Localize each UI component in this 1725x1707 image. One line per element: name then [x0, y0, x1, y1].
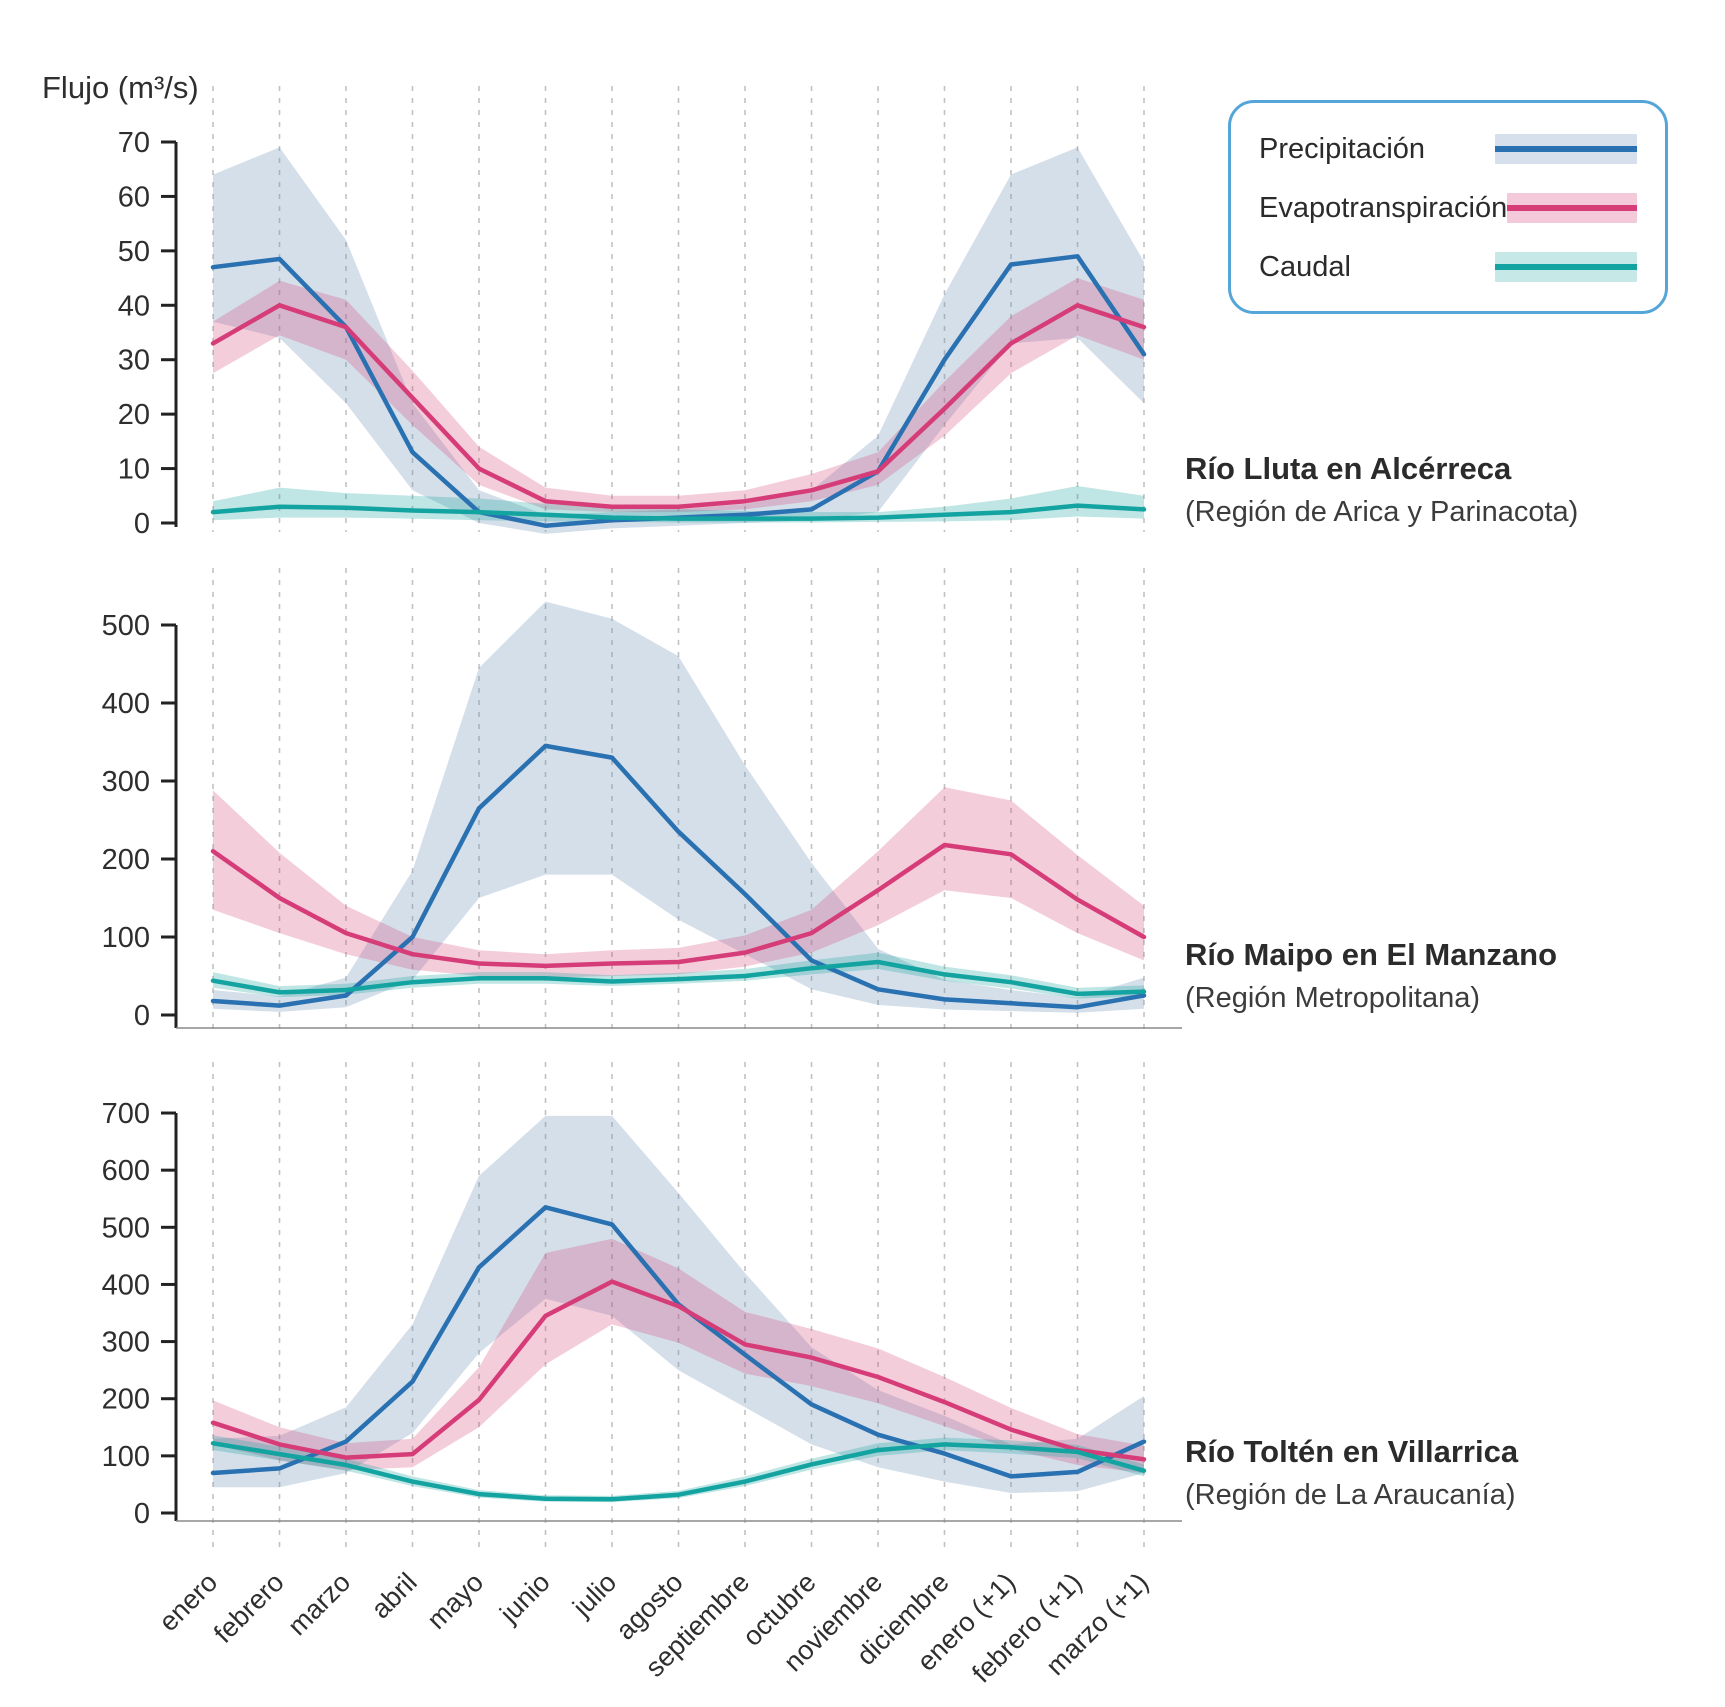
y-tick-label: 100: [102, 1441, 150, 1473]
panel-subtitle: (Región Metropolitana): [1185, 982, 1480, 1014]
y-tick-label: 500: [102, 610, 150, 642]
y-tick-label: 30: [118, 345, 150, 377]
panel-title-rio-tolten: Río Toltén en Villarrica (Región de La A…: [1185, 1430, 1720, 1516]
y-tick-label: 300: [102, 1327, 150, 1359]
line-caudal: [210, 503, 1147, 521]
y-tick-label: 0: [134, 1498, 150, 1530]
legend-label-precipitacion: Precipitación: [1259, 132, 1426, 165]
legend-item-caudal: Caudal: [1259, 241, 1637, 293]
legend-swatch-evapotranspiracion-icon: [1507, 193, 1637, 223]
line-precipitacion: [210, 743, 1147, 1010]
x-tick-label: marzo: [282, 1567, 356, 1641]
legend-label-caudal: Caudal: [1259, 250, 1351, 283]
y-tick-label: 300: [102, 766, 150, 798]
panel-subtitle: (Región de La Araucanía): [1185, 1479, 1516, 1511]
x-tick-label: abril: [365, 1567, 422, 1624]
y-tick-label: 10: [118, 454, 150, 486]
legend-label-evapotranspiracion: Evapotranspiración: [1259, 191, 1508, 224]
panel-title: Río Maipo en El Manzano: [1185, 937, 1558, 972]
y-tick-label: 500: [102, 1212, 150, 1244]
band-evapotranspiracion: [213, 787, 1144, 978]
legend-swatch-line: [1507, 205, 1637, 211]
x-tick-label: julio: [566, 1567, 622, 1623]
band-evapotranspiracion: [213, 278, 1144, 513]
panel-title: Río Toltén en Villarrica: [1185, 1434, 1519, 1469]
y-tick-label: 200: [102, 844, 150, 876]
y-tick-label: 20: [118, 399, 150, 431]
line-evapotranspiracion: [210, 1279, 1147, 1462]
legend-item-evapotranspiracion: Evapotranspiración: [1259, 182, 1637, 234]
y-tick-label: 400: [102, 688, 150, 720]
y-tick-label: 60: [118, 181, 150, 213]
band-caudal: [213, 952, 1144, 999]
y-tick-label: 0: [134, 1000, 150, 1032]
band-evapotranspiracion: [213, 1238, 1144, 1473]
panel-subtitle: (Región de Arica y Parinacota): [1185, 496, 1579, 528]
y-tick-label: 70: [118, 127, 150, 159]
x-tick-label: febrero: [208, 1567, 290, 1649]
y-tick-label: 100: [102, 922, 150, 954]
y-tick-label: 50: [118, 236, 150, 268]
panel-title: Río Lluta en Alcérreca: [1185, 451, 1512, 486]
legend-swatch-line: [1495, 146, 1637, 152]
legend-swatch-precipitacion-icon: [1495, 134, 1637, 164]
x-tick-label: mayo: [421, 1567, 489, 1635]
band-caudal: [213, 1435, 1144, 1503]
panel-title-rio-maipo: Río Maipo en El Manzano (Región Metropol…: [1185, 933, 1720, 1019]
line-evapotranspiracion: [210, 842, 1147, 969]
panel-chart-2: 0 100 200 300 400 500 600 700: [102, 1062, 1182, 1552]
y-tick-label: 200: [102, 1384, 150, 1416]
y-tick-label: 40: [118, 290, 150, 322]
panel-chart-0: 0 10 20 30 40 50 60 70: [118, 86, 1147, 540]
legend-item-precipitacion: Precipitación: [1259, 123, 1637, 175]
band-precipitacion: [213, 601, 1144, 1013]
x-tick-label: junio: [493, 1567, 555, 1629]
y-tick-label: 400: [102, 1269, 150, 1301]
legend: Precipitación Evapotranspiración Caudal: [1228, 100, 1668, 314]
panel-chart-1: 0 100 200 300 400 500: [102, 568, 1182, 1032]
legend-swatch-caudal-icon: [1495, 252, 1637, 282]
panel-title-rio-lluta: Río Lluta en Alcérreca (Región de Arica …: [1185, 447, 1720, 533]
line-caudal: [210, 1441, 1147, 1502]
y-tick-label: 700: [102, 1098, 150, 1130]
legend-swatch-line: [1495, 264, 1637, 270]
y-tick-label: 0: [134, 508, 150, 540]
line-caudal: [210, 959, 1147, 997]
y-tick-label: 600: [102, 1155, 150, 1187]
line-evapotranspiracion: [210, 303, 1147, 509]
y-axis-label: Flujo (m³/s): [42, 70, 199, 105]
